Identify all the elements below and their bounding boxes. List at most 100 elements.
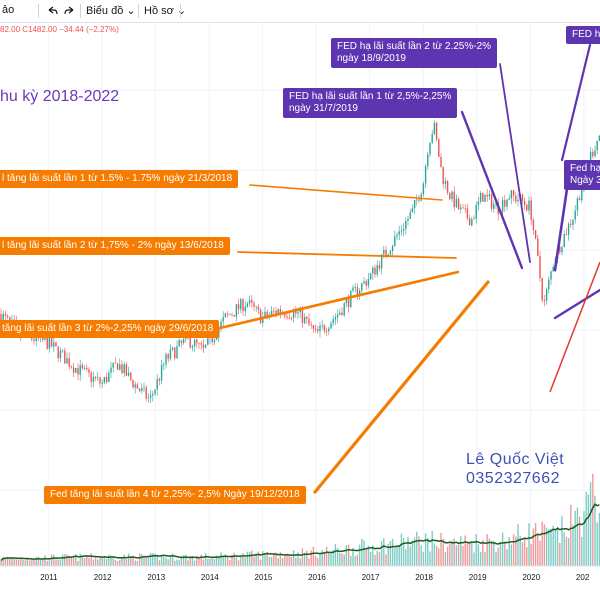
volume-bar [477,544,480,566]
volume-bar [207,558,209,566]
candle-body [332,319,334,324]
candle-body [451,191,453,200]
candle-body [138,388,141,391]
candle-body [517,199,519,202]
candle-body [356,287,359,296]
volume-bar [211,556,213,566]
candle-body [44,337,46,340]
candle-body [145,387,147,399]
candle-body [420,194,422,201]
chart-menu-label: Biểu đồ [86,5,124,17]
cut-4-leader[interactable] [553,180,570,272]
volume-bar [567,538,570,566]
volume-bar [457,544,460,566]
hike-4-label[interactable]: Fed tăng lãi suất lần 4 từ 2,25%- 2,5% N… [44,486,306,504]
volume-bar [374,554,376,566]
volume-bar [191,555,194,566]
candle-body [121,364,123,373]
hike-1-leader[interactable] [249,184,443,201]
undo-icon[interactable] [46,5,58,17]
candle-body [354,287,356,289]
chevron-down-icon: ⌄ [126,5,136,17]
candle-body [154,389,156,395]
candle-body [204,344,207,348]
volume-bar [482,539,484,566]
volume-bar [209,558,211,566]
volume-bar [378,552,381,566]
hike-1-label[interactable]: l tăng lãi suất lần 1 từ 1.5% - 1.75% ng… [0,170,239,188]
volume-bar [242,553,244,566]
volume-bar [105,559,108,566]
candle-body [259,309,262,323]
toolbar-partial-label[interactable]: ảo [2,4,15,16]
author-signature: Lê Quốc Việt 0352327662 [466,450,564,488]
volume-bar [33,559,35,566]
candle-body [308,318,310,325]
cut-1-leader[interactable] [460,110,524,270]
volume-bar [180,556,183,566]
candle-body [202,344,205,348]
cut-4b-leader[interactable] [553,288,600,320]
volume-bar [391,538,394,566]
volume-bar [61,554,64,566]
candle-body [578,198,581,201]
volume-bar [343,554,345,566]
candle-body [211,334,213,343]
candle-body [270,310,273,315]
volume-bar [449,543,451,566]
candle-body [396,234,398,237]
candle-body [385,250,387,256]
hike-4-leader[interactable] [313,280,490,494]
hike-2-leader[interactable] [237,251,457,259]
volume-bar [28,560,31,566]
cut-4-label[interactable]: Fed hạ Ngày 3 [564,160,600,190]
volume-bar [411,540,414,566]
candle-body [156,378,158,390]
volume-bar [488,538,491,566]
redo-icon[interactable] [64,5,76,17]
volume-bar [187,560,189,566]
hike-3-leader[interactable] [218,270,460,330]
volume-bar [143,556,145,566]
candle-body [193,339,196,347]
volume-bar [231,554,233,566]
volume-bar [576,507,579,566]
profile-menu-button[interactable]: Hồ sơ ⌄ [144,4,186,17]
volume-bar [521,542,524,566]
volume-bar [537,533,539,566]
candle-body [222,317,224,322]
candle-body [50,336,53,347]
volume-bar [2,556,4,566]
candle-body [572,219,574,225]
candle-body [237,304,240,310]
hike-3-label[interactable]: tăng lãi suất lần 3 từ 2%-2,25% ngày 29/… [0,320,220,338]
candle-body [176,346,178,359]
volume-bar [464,535,466,566]
cut-2-leader[interactable] [499,63,531,263]
chart-menu-button[interactable]: Biểu đồ ⌄ [86,4,136,17]
candle-body [336,314,339,318]
volume-bar [237,560,240,566]
cut-3-leader[interactable] [560,43,592,162]
cut-2-label[interactable]: FED hạ lãi suất lần 2 từ 2.25%-2% ngày 1… [331,38,497,68]
cut-3-label[interactable]: FED h [566,26,600,44]
cut-1-label[interactable]: FED hạ lãi suất lần 1 từ 2,5%-2,25% ngày… [283,88,458,118]
candle-body [97,377,99,379]
volume-bar [226,557,229,566]
volume-bar [189,556,191,566]
hike-2-label[interactable]: l tăng lãi suất lần 2 từ 1,75% - 2% ngày… [0,237,230,255]
volume-bar [493,540,495,566]
candle-body [411,208,414,213]
volume-bar [204,553,207,566]
volume-bar [497,547,499,566]
candle-body [273,310,275,312]
volume-bar [266,551,268,566]
candle-body [545,289,548,301]
candle-body [378,265,381,269]
volume-bar [475,534,477,566]
volume-bar [99,556,101,566]
candle-body [99,377,101,384]
trend-line[interactable] [549,261,600,393]
volume-bar [402,538,405,566]
candle-body [310,324,312,326]
